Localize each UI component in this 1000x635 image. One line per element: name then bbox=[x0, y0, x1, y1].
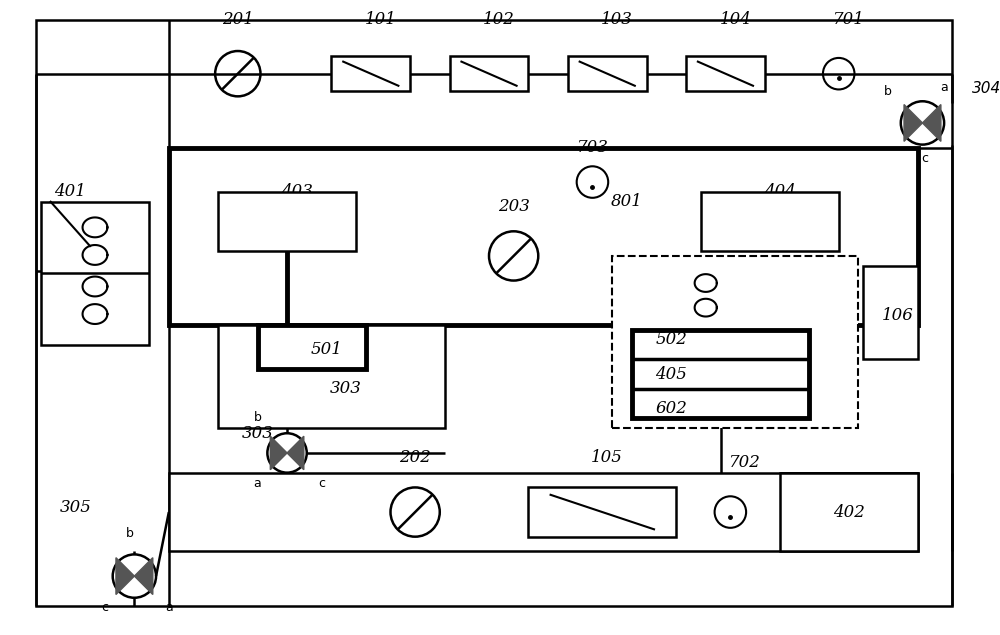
Text: a: a bbox=[940, 81, 948, 95]
Text: 102: 102 bbox=[483, 11, 515, 28]
Text: 202: 202 bbox=[399, 450, 431, 466]
Text: 203: 203 bbox=[498, 198, 530, 215]
Bar bbox=[169, 147, 918, 325]
Text: 403: 403 bbox=[281, 184, 313, 201]
Bar bbox=[218, 192, 356, 251]
Bar bbox=[450, 57, 528, 91]
Bar bbox=[701, 192, 839, 251]
Bar bbox=[41, 202, 149, 345]
Text: 101: 101 bbox=[365, 11, 397, 28]
Text: 106: 106 bbox=[882, 307, 914, 324]
Text: 404: 404 bbox=[764, 184, 796, 201]
Text: a: a bbox=[165, 601, 173, 613]
Bar bbox=[612, 256, 858, 429]
Bar bbox=[686, 57, 765, 91]
Bar bbox=[331, 57, 410, 91]
Bar bbox=[568, 57, 647, 91]
Bar bbox=[258, 325, 366, 369]
Bar bbox=[863, 266, 918, 359]
Text: c: c bbox=[921, 152, 928, 165]
Text: 502: 502 bbox=[655, 331, 687, 348]
Text: 201: 201 bbox=[222, 11, 254, 28]
Polygon shape bbox=[116, 558, 134, 594]
Text: 303: 303 bbox=[330, 380, 362, 398]
Text: 401: 401 bbox=[54, 184, 86, 201]
Text: 703: 703 bbox=[577, 139, 608, 156]
Text: b: b bbox=[126, 526, 133, 540]
Text: a: a bbox=[254, 478, 261, 490]
Text: 402: 402 bbox=[833, 504, 865, 521]
Polygon shape bbox=[287, 436, 304, 470]
Text: 702: 702 bbox=[729, 454, 761, 471]
Text: 303: 303 bbox=[242, 425, 273, 442]
Polygon shape bbox=[270, 436, 287, 470]
Bar bbox=[169, 472, 918, 551]
Bar bbox=[528, 488, 676, 537]
Text: 501: 501 bbox=[311, 341, 342, 358]
Bar bbox=[780, 472, 918, 551]
Text: 801: 801 bbox=[611, 193, 643, 210]
Text: 305: 305 bbox=[59, 498, 91, 516]
Text: 304: 304 bbox=[972, 81, 1000, 97]
Text: 103: 103 bbox=[601, 11, 633, 28]
Text: 105: 105 bbox=[591, 450, 623, 466]
Polygon shape bbox=[134, 558, 153, 594]
Text: 104: 104 bbox=[719, 11, 751, 28]
Text: b: b bbox=[254, 411, 261, 424]
Text: b: b bbox=[884, 85, 892, 98]
Text: c: c bbox=[101, 601, 108, 613]
Text: 405: 405 bbox=[655, 366, 687, 383]
Text: 602: 602 bbox=[655, 400, 687, 417]
Bar bbox=[632, 330, 809, 418]
Bar bbox=[218, 325, 445, 429]
Text: c: c bbox=[318, 478, 325, 490]
Text: 701: 701 bbox=[833, 11, 865, 28]
Polygon shape bbox=[904, 105, 922, 142]
Polygon shape bbox=[922, 105, 941, 142]
